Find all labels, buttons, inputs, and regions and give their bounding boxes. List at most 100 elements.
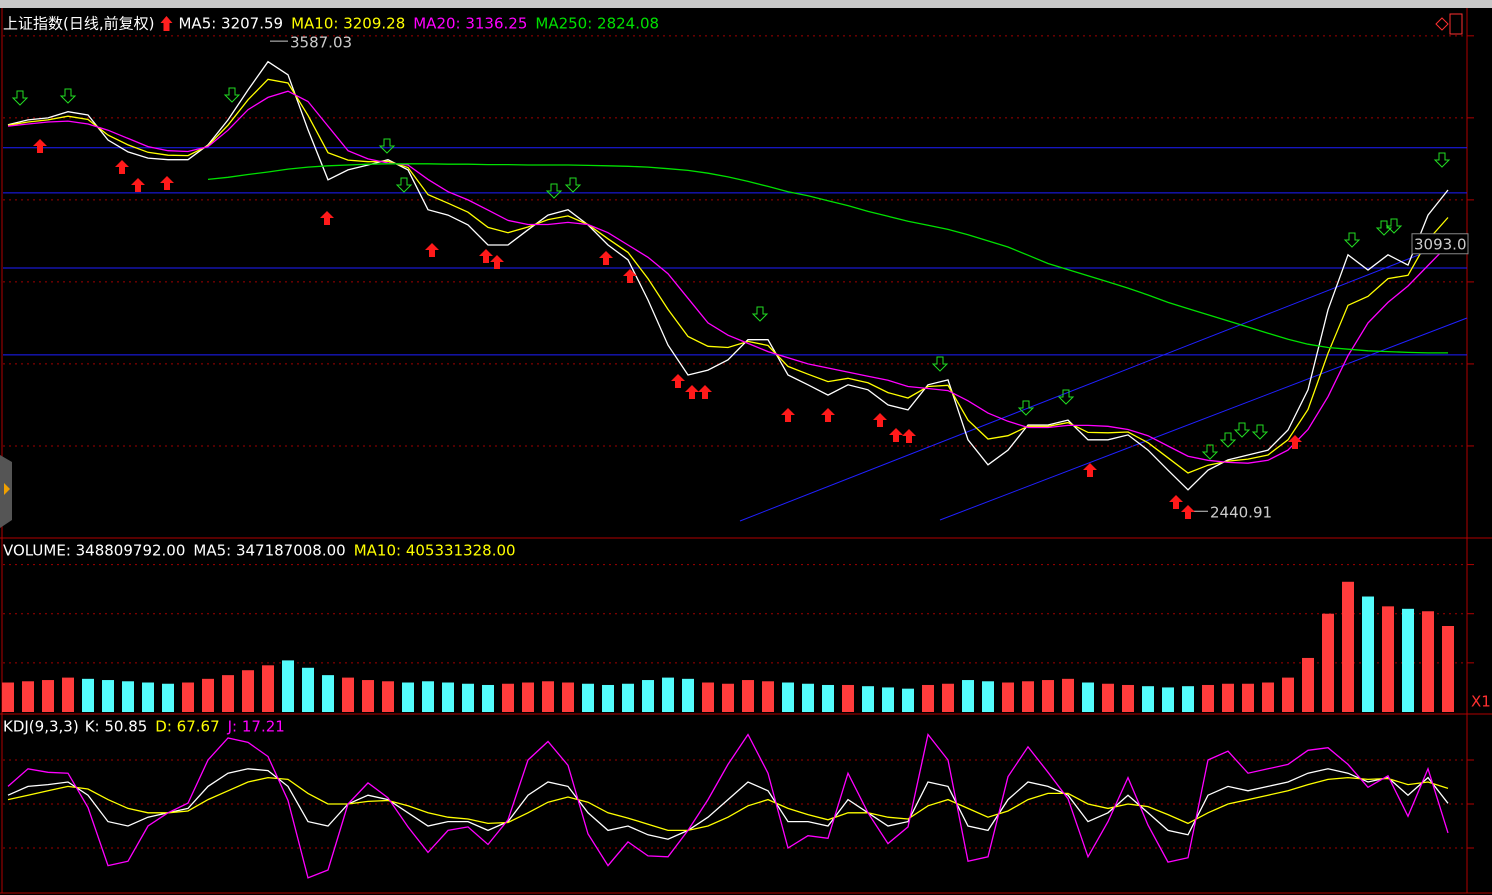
volume-bar xyxy=(1062,678,1074,712)
price-marker-label: 3093.0 xyxy=(1414,235,1467,253)
volume-bar xyxy=(342,677,354,712)
signal-arrow xyxy=(1017,400,1035,416)
series-line xyxy=(207,163,1448,354)
volume-bar xyxy=(1382,606,1394,712)
volume-bar xyxy=(682,678,694,712)
signal-arrow xyxy=(623,269,637,283)
volume-bar xyxy=(602,684,614,712)
signal-arrow xyxy=(1057,389,1075,405)
volume-bar xyxy=(1282,677,1294,712)
volume-bar xyxy=(1442,626,1454,712)
volume-bar xyxy=(82,678,94,712)
signal-arrow xyxy=(751,306,769,322)
volume-bar xyxy=(742,680,754,712)
signal-arrow xyxy=(320,211,334,225)
legend-entry: MA10: 3209.28 xyxy=(291,15,405,33)
volume-bar xyxy=(2,682,14,712)
legend-entry: MA10: 405331328.00 xyxy=(354,542,516,560)
volume-bar xyxy=(1222,683,1234,712)
side-tab-arrow[interactable] xyxy=(4,483,10,495)
signal-arrow xyxy=(1251,424,1269,440)
volume-bar xyxy=(982,681,994,712)
legend-entry: VOLUME: 348809792.00 xyxy=(3,542,185,560)
signal-arrow xyxy=(1169,495,1183,509)
signal-arrow xyxy=(685,385,699,399)
volume-bar xyxy=(162,683,174,712)
volume-bar xyxy=(1162,687,1174,712)
volume-bar xyxy=(782,682,794,712)
volume-bar xyxy=(702,682,714,712)
volume-bar xyxy=(1242,683,1254,712)
volume-bar xyxy=(442,682,454,712)
signal-arrow xyxy=(931,356,949,372)
signal-arrow xyxy=(1181,505,1195,519)
volume-bar xyxy=(902,688,914,712)
volume-bar xyxy=(1102,683,1114,712)
volume-bar xyxy=(722,683,734,712)
signal-arrow xyxy=(902,429,916,443)
signal-arrow xyxy=(1375,220,1393,236)
volume-bar xyxy=(482,684,494,712)
volume-bar xyxy=(1142,686,1154,712)
volume-bar xyxy=(642,680,654,712)
volume-bar xyxy=(1122,684,1134,712)
legend-entry: MA250: 2824.08 xyxy=(535,15,659,33)
volume-bar xyxy=(1082,682,1094,712)
volume-bar xyxy=(1402,608,1414,712)
signal-arrow xyxy=(378,138,396,154)
volume-bar xyxy=(42,680,54,712)
annotation-label: 2440.91 xyxy=(1210,504,1272,522)
series-line xyxy=(7,768,1449,840)
signal-arrow xyxy=(671,374,685,388)
signal-arrow xyxy=(59,88,77,104)
signal-arrow xyxy=(115,160,129,174)
volume-bar xyxy=(942,683,954,712)
volume-bar xyxy=(1342,581,1354,712)
title-arrow xyxy=(160,16,173,31)
signal-arrow xyxy=(698,385,712,399)
signal-arrow xyxy=(479,249,493,263)
legend-entry: MA5: 3207.59 xyxy=(178,15,283,33)
signal-arrow xyxy=(11,90,29,106)
signal-arrow xyxy=(889,428,903,442)
volume-bar xyxy=(282,660,294,712)
volume-bar xyxy=(382,681,394,712)
legend-entry: MA20: 3136.25 xyxy=(413,15,527,33)
series-line xyxy=(7,60,1449,491)
volume-bar xyxy=(562,682,574,712)
axis-unit: X1 xyxy=(1471,693,1491,711)
volume-bar xyxy=(802,683,814,712)
volume-bar xyxy=(622,683,634,712)
legend-entry: KDJ(9,3,3) xyxy=(3,718,79,736)
volume-bar xyxy=(882,687,894,712)
volume-bar xyxy=(122,681,134,712)
volume-bar xyxy=(322,675,334,712)
volume-bar xyxy=(1202,684,1214,712)
volume-bar xyxy=(862,686,874,712)
signal-arrow xyxy=(781,408,795,422)
volume-bar xyxy=(582,683,594,712)
toolbar-strip xyxy=(0,0,1492,8)
signal-arrow xyxy=(160,176,174,190)
trend-line xyxy=(739,235,1468,522)
volume-bar xyxy=(62,677,74,712)
volume-bar xyxy=(502,683,514,712)
volume-bar xyxy=(822,684,834,712)
volume-bar xyxy=(362,680,374,712)
volume-bar xyxy=(1182,686,1194,712)
annotation-label: 3587.03 xyxy=(290,34,352,52)
signal-arrow xyxy=(395,177,413,193)
volume-bar xyxy=(762,681,774,712)
legend-entry: D: 67.67 xyxy=(155,718,219,736)
series-line xyxy=(7,776,1449,832)
top-right-icon xyxy=(1449,13,1463,35)
volume-bar xyxy=(922,684,934,712)
signal-arrow xyxy=(1433,152,1451,168)
signal-arrow xyxy=(1083,463,1097,477)
legend-entry: J: 17.21 xyxy=(227,718,285,736)
legend-entry: MA5: 347187008.00 xyxy=(193,542,345,560)
volume-bar xyxy=(1302,657,1314,712)
